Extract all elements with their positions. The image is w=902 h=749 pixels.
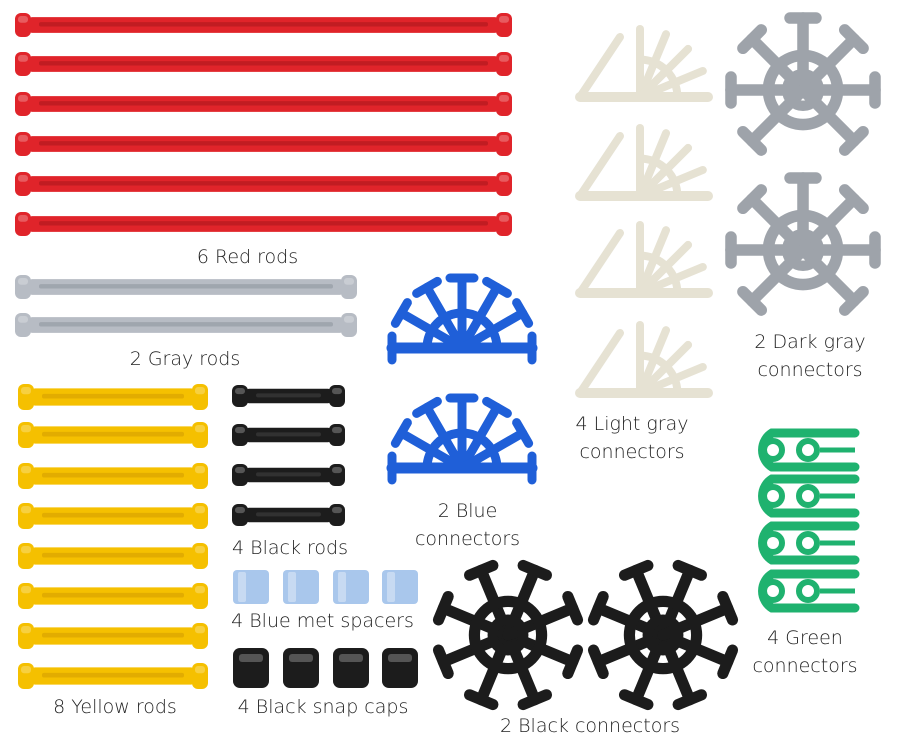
light-gray-connector [575,221,713,298]
dark-gray-connectors-group [725,12,881,316]
snap-caps-group [233,648,418,688]
yellow-rod [18,623,208,649]
black-snap-cap [382,648,418,688]
green-connector [758,474,860,518]
red-rods-group [15,13,512,236]
red-rod [15,52,512,76]
green-connector [758,428,860,472]
green-connector [758,521,860,565]
gray-rods-group [15,275,357,337]
blue-connectors-group [386,273,538,485]
light-gray-connectors-group [575,25,713,398]
label-blue-connectors-line2: connectors [414,528,521,550]
label-dark-gray-line1: 2 Dark gray [754,331,866,353]
red-rod [15,132,512,156]
blue-spacer [382,570,418,604]
black-rod [232,385,345,407]
red-rod [15,13,512,37]
yellow-rod [18,503,208,529]
red-rod [15,92,512,116]
black-snap-cap [233,648,269,688]
spacers-group [233,570,418,604]
green-connectors-group [758,428,860,613]
blue-spacer [333,570,369,604]
blue-connector [386,393,538,485]
blue-spacer [283,570,319,604]
black-snap-cap [283,648,319,688]
yellow-rod [18,583,208,609]
yellow-rod [18,422,208,448]
black-rod [232,464,345,486]
light-gray-connector [575,321,713,398]
label-snap-caps: 4 Black snap caps [237,696,409,718]
red-rod [15,172,512,196]
dark-gray-connector [725,172,881,316]
blue-connector [386,273,538,365]
label-green-line1: 4 Green [767,627,843,649]
label-green-line2: connectors [752,655,858,677]
yellow-rod [18,384,208,410]
label-red-rods: 6 Red rods [196,246,299,268]
black-rods-group [232,385,345,526]
label-light-gray-line1: 4 Light gray [575,413,689,435]
label-black-connectors: 2 Black connectors [499,715,681,737]
green-connector [758,569,860,613]
red-rod [15,212,512,236]
label-gray-rods: 2 Gray rods [129,348,241,370]
label-dark-gray-line2: connectors [757,359,863,381]
yellow-rod [18,663,208,689]
dark-gray-connector [725,12,881,156]
label-light-gray-line2: connectors [579,441,685,463]
black-snap-cap [333,648,369,688]
light-gray-connector [575,25,713,102]
black-connector [432,559,584,711]
label-yellow-rods: 8 Yellow rods [53,696,177,718]
yellow-rod [18,463,208,489]
yellow-rods-group [18,384,208,689]
gray-rod [15,275,357,299]
gray-rod [15,313,357,337]
black-rod [232,504,345,526]
blue-spacer [233,570,269,604]
light-gray-connector [575,124,713,201]
label-black-rods: 4 Black rods [232,537,348,559]
black-connector [587,559,739,711]
label-spacers: 4 Blue met spacers [231,610,414,632]
black-connectors-group [432,559,739,711]
yellow-rod [18,543,208,569]
label-blue-connectors-line1: 2 Blue [437,500,498,522]
black-rod [232,424,345,446]
